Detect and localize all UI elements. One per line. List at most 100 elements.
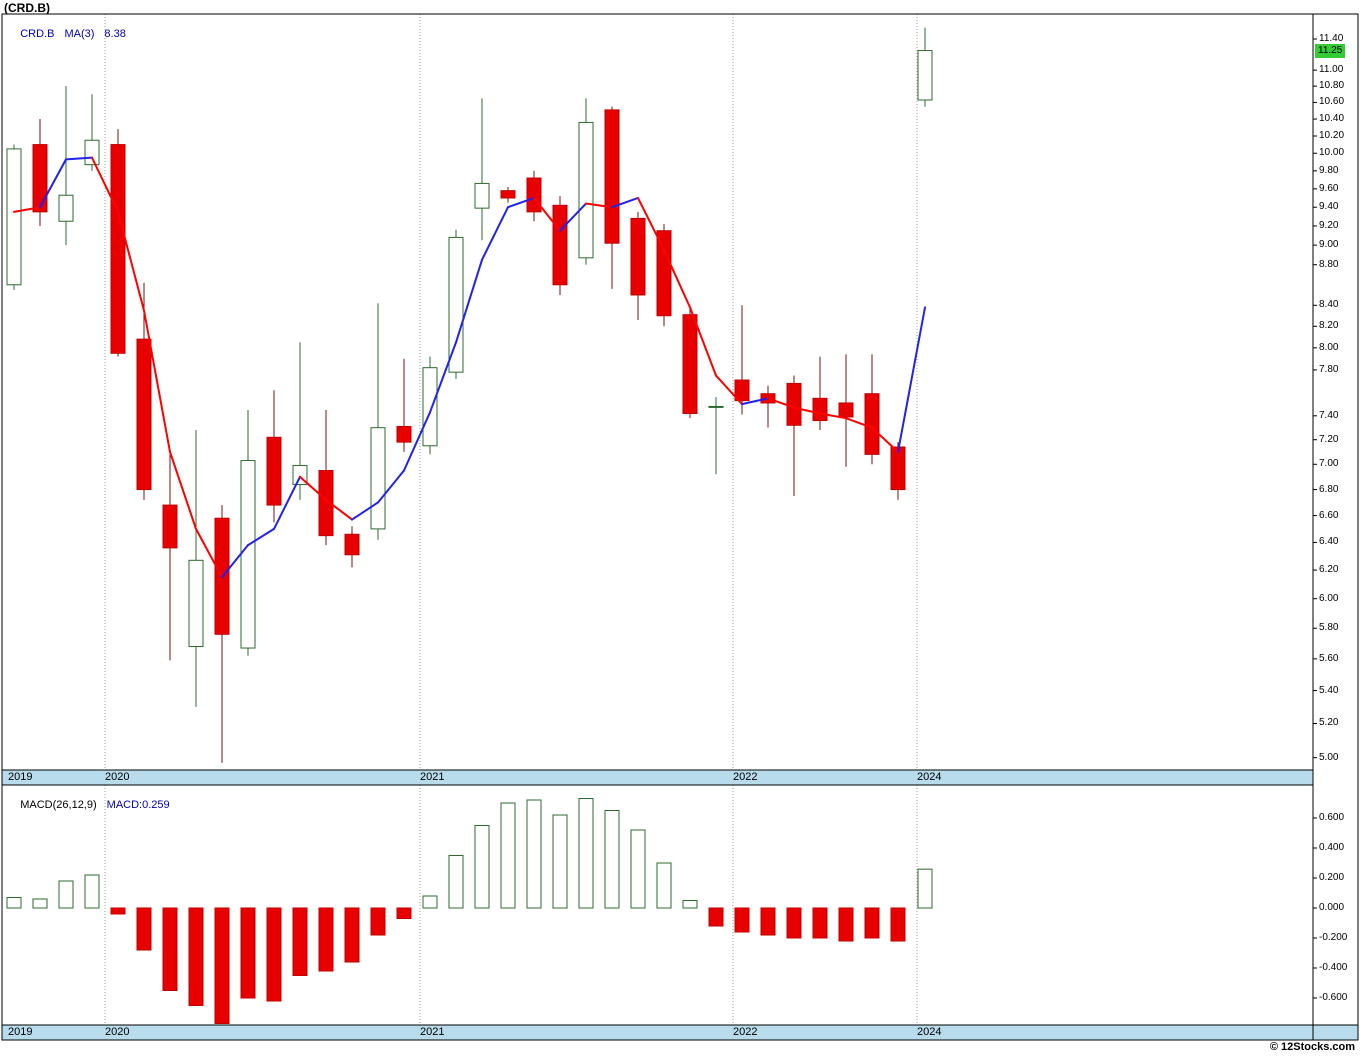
price-axis-label: 10.20 <box>1319 129 1345 141</box>
year-label-bottom: 2019 <box>8 1026 33 1038</box>
price-axis-label: 7.40 <box>1319 409 1339 421</box>
ma-line-segment <box>533 196 561 232</box>
price-axis-label: 10.00 <box>1319 147 1345 159</box>
price-axis-label: 9.80 <box>1319 164 1339 176</box>
chart-title: (CRD.B) <box>4 1 50 15</box>
macd-bar <box>344 907 360 963</box>
ma-line-segment <box>117 210 145 312</box>
macd-axis-label: 0.400 <box>1319 842 1345 853</box>
ma-line-segment <box>221 544 249 579</box>
candle-body <box>396 425 412 443</box>
ma-line-segment <box>195 527 223 579</box>
macd-axis-label: -0.200 <box>1319 932 1348 943</box>
price-axis-label: 5.00 <box>1319 751 1339 763</box>
candle-body <box>32 144 48 213</box>
candle-body <box>604 109 620 244</box>
ma-line-segment <box>325 498 353 521</box>
year-label-bottom: 2022 <box>733 1026 758 1038</box>
ma-label: MA(3) <box>64 28 95 40</box>
macd-bar <box>318 907 334 972</box>
ma-line-segment <box>299 475 327 501</box>
ma-line-segment <box>585 202 613 209</box>
candle-body <box>786 382 802 426</box>
ma-line-segment <box>429 341 457 414</box>
ma-line-segment <box>897 306 926 453</box>
macd-bar <box>474 825 490 909</box>
macd-bar <box>734 907 750 933</box>
candle-body <box>266 436 282 506</box>
candle-body <box>526 177 542 213</box>
ma-line-segment <box>819 412 847 420</box>
candle-body <box>344 533 360 556</box>
macd-bar <box>162 907 178 991</box>
ma-line-segment <box>793 406 821 415</box>
year-label-bottom: 2020 <box>105 1026 130 1038</box>
ma-line-segment <box>663 248 691 309</box>
macd-bar <box>136 907 152 951</box>
price-axis-label: 7.80 <box>1319 363 1339 375</box>
ma-line-segment <box>351 501 379 521</box>
candle-body <box>682 314 698 414</box>
ma-line-segment <box>39 158 67 209</box>
candle-body <box>500 190 516 199</box>
macd-bar <box>110 907 126 915</box>
ma-value: 8.38 <box>104 28 126 40</box>
candle-body <box>422 367 438 447</box>
ma-line-segment <box>871 426 899 453</box>
ma-line-segment <box>169 450 197 530</box>
ma-line-segment <box>273 475 301 530</box>
ma-line-segment <box>845 417 873 429</box>
ma-line-segment <box>559 202 587 232</box>
year-label-top: 2021 <box>420 771 445 783</box>
ma-line-segment <box>715 374 743 406</box>
macd-bar <box>58 880 74 909</box>
chart-border <box>1 13 1359 1041</box>
macd-bar <box>760 907 776 936</box>
price-axis-label: 6.00 <box>1319 592 1339 604</box>
candle-body <box>240 460 256 649</box>
macd-axis-label: 0.000 <box>1319 902 1345 913</box>
macd-bar <box>292 907 308 976</box>
last-price-badge: 11.25 <box>1315 43 1346 58</box>
price-axis-label: 9.00 <box>1319 239 1339 251</box>
price-axis-label: 7.20 <box>1319 433 1339 445</box>
candle-body <box>838 402 854 418</box>
candle-body <box>84 139 100 166</box>
macd-bar <box>708 907 724 927</box>
price-axis-label: 6.80 <box>1319 483 1339 495</box>
candle-body <box>812 397 828 422</box>
candle-body <box>474 182 490 209</box>
year-label-top: 2020 <box>105 771 130 783</box>
year-label-top: 2022 <box>733 771 758 783</box>
macd-bar <box>917 868 933 909</box>
ma-line-segment <box>65 156 93 161</box>
macd-bar <box>630 829 646 909</box>
macd-bar <box>786 907 802 939</box>
symbol-label: CRD.B <box>20 28 55 40</box>
candle-body <box>188 559 204 647</box>
price-axis-label: 5.60 <box>1319 652 1339 664</box>
copyright-watermark: © 12Stocks.com <box>1269 1041 1355 1053</box>
candle-body <box>708 405 724 408</box>
price-axis-label: 6.60 <box>1319 509 1339 521</box>
candle-body <box>318 470 334 537</box>
ma-line-segment <box>13 206 41 213</box>
macd-bar <box>604 810 620 909</box>
ma-line-segment <box>767 397 795 409</box>
macd-bar <box>84 874 100 909</box>
macd-bar <box>240 907 256 999</box>
candle-body <box>864 393 880 455</box>
price-axis-label: 9.20 <box>1319 219 1339 231</box>
x-axis-strip-top <box>1 769 1314 786</box>
macd-bar <box>370 907 386 936</box>
macd-value-label: MACD:0.259 <box>106 799 170 811</box>
candle-body <box>630 217 646 296</box>
candle-body <box>552 204 568 286</box>
price-axis-label: 10.80 <box>1319 80 1345 92</box>
macd-bar <box>266 907 282 1002</box>
price-axis-label: 8.00 <box>1319 341 1339 353</box>
price-axis-label: 10.40 <box>1319 113 1345 125</box>
macd-axis-label: 0.600 <box>1319 812 1345 823</box>
candle-body <box>578 121 594 259</box>
